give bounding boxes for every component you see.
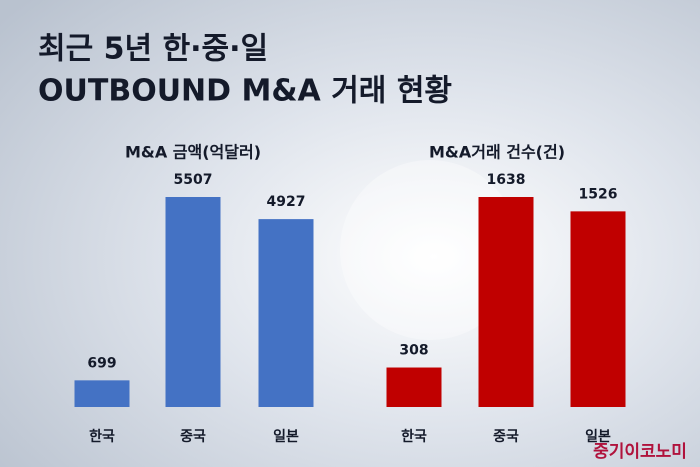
value-label: 308 <box>399 343 428 359</box>
chart-title: M&A 금액(억달러) <box>125 143 261 162</box>
globe-glow <box>340 160 520 340</box>
category-label: 한국 <box>401 429 427 445</box>
value-label: 1526 <box>579 186 618 202</box>
bar <box>258 219 314 407</box>
bar <box>74 380 130 407</box>
bar <box>570 211 626 407</box>
bar <box>165 197 221 407</box>
bar <box>386 367 442 407</box>
chart-title: M&A거래 건수(건) <box>429 143 565 162</box>
value-label: 699 <box>87 355 116 371</box>
watermark: 중기이코노미 <box>593 442 687 462</box>
category-label: 중국 <box>180 429 206 445</box>
category-label: 한국 <box>89 429 115 445</box>
value-label: 1638 <box>487 172 526 188</box>
category-label: 일본 <box>585 429 611 445</box>
category-label: 일본 <box>273 429 299 445</box>
bar <box>478 197 534 407</box>
category-label: 중국 <box>493 429 519 445</box>
title-line: OUTBOUND M&A 거래 현황 <box>38 74 452 109</box>
title-line: 최근 5년 한·중·일 <box>38 32 268 67</box>
value-label: 5507 <box>174 172 213 188</box>
value-label: 4927 <box>267 194 306 210</box>
